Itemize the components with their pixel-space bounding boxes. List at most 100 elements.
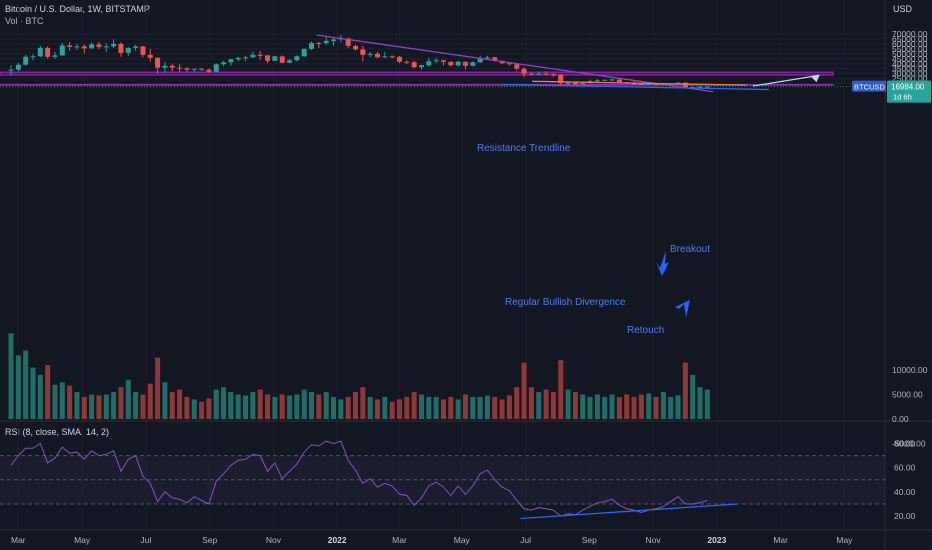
candle-body	[345, 38, 351, 46]
resistance-zone	[0, 71, 834, 76]
volume-bar	[323, 392, 329, 419]
candle-body	[228, 59, 234, 63]
candle-body	[221, 62, 227, 65]
volume-bar	[89, 394, 95, 419]
volume-bar	[506, 395, 512, 419]
volume-bar	[528, 387, 534, 419]
resistance-trendline	[316, 34, 714, 93]
volume-bar	[514, 387, 520, 419]
volume-bar	[235, 394, 241, 419]
volume-bar	[558, 360, 564, 419]
volume-bar	[389, 401, 395, 419]
candle-body	[492, 57, 498, 61]
divergence-label: Regular Bullish Divergence	[505, 297, 626, 308]
time-tick-label: Sep	[582, 535, 597, 545]
volume-bar	[177, 389, 183, 419]
time-tick-label: Mar	[392, 535, 407, 545]
volume-bar	[294, 394, 300, 419]
candle-body	[111, 43, 117, 47]
price-tick-label: 65000.00	[892, 34, 928, 44]
volume-bar	[521, 362, 527, 419]
price-badge-countdown: 1d 6h	[893, 93, 912, 102]
candle-body	[704, 86, 710, 88]
candle-body	[455, 61, 461, 66]
rsi-divergence-line	[520, 503, 738, 520]
volume-bar	[418, 394, 424, 419]
candle-body	[59, 45, 65, 56]
candle-body	[301, 48, 307, 57]
volume-bar	[103, 394, 109, 419]
volume-bar	[704, 389, 710, 419]
volume-bar	[492, 396, 498, 419]
breakout-arrow	[656, 251, 669, 276]
volume-bar	[301, 389, 307, 419]
candle-body	[646, 84, 652, 86]
volume-bar	[345, 396, 351, 419]
volume-title: Vol · BTC	[5, 16, 44, 26]
candle-body	[67, 45, 73, 47]
volume-bar	[331, 396, 337, 419]
volume-bar	[360, 387, 366, 419]
volume-bar	[155, 357, 161, 419]
candle-body	[15, 64, 21, 70]
candle-body	[572, 82, 578, 85]
volume-bar	[228, 392, 234, 419]
candle-body	[389, 56, 395, 58]
candle-body	[103, 46, 109, 48]
time-tick-label: Jul	[140, 535, 151, 545]
volume-bar	[45, 365, 51, 419]
candle-body	[514, 64, 520, 69]
currency-label: USD	[893, 4, 913, 14]
volume-bar	[111, 392, 117, 419]
time-tick-label: Sep	[202, 535, 217, 545]
candle-body	[697, 86, 703, 88]
candle-body	[609, 79, 615, 81]
candle-body	[426, 61, 432, 66]
candle-body	[616, 79, 622, 83]
volume-bar	[470, 396, 476, 419]
volume-bar	[367, 396, 373, 419]
volume-bar	[250, 392, 256, 419]
price-tick-label: 35000.00	[892, 64, 928, 74]
candle-body	[353, 45, 359, 50]
volume-bar	[440, 399, 446, 419]
candle-body	[653, 84, 659, 86]
price-badge	[887, 80, 931, 103]
volume-bar	[191, 399, 197, 419]
time-tick-label: Mar	[11, 535, 26, 545]
rsi-tick-label: 40.00	[894, 487, 916, 497]
time-tick-label: May	[454, 535, 471, 545]
candle-body	[675, 82, 681, 84]
volume-bar	[426, 396, 432, 419]
divergence-price-line	[502, 83, 769, 91]
candle-body	[631, 83, 637, 85]
volume-tick-label: 0.00	[892, 414, 909, 424]
candle-body	[250, 54, 256, 58]
price-tick-label: 45000.00	[892, 54, 928, 64]
volume-bar	[162, 382, 168, 419]
ticker-badge	[852, 80, 886, 92]
volume-bar	[265, 394, 271, 419]
volume-bar	[543, 389, 549, 419]
candle-body	[279, 56, 285, 63]
time-tick-label: Nov	[266, 535, 282, 545]
volume-bar	[213, 389, 219, 419]
price-tick-label: 55000.00	[892, 44, 928, 54]
time-tick-label: 2022	[328, 535, 347, 545]
candle-body	[294, 56, 300, 61]
candle-body	[536, 73, 542, 75]
volume-tick-label: 10000.00	[892, 365, 928, 375]
candle-body	[140, 46, 146, 55]
symbol-title: Bitcoin / U.S. Dollar, 1W, BITSTAMP	[5, 4, 150, 14]
volume-bar	[690, 374, 696, 419]
rsi-tick-label: 20.00	[894, 511, 916, 521]
volume-bar	[118, 387, 124, 419]
volume-bar	[353, 392, 359, 419]
candle-body	[440, 60, 446, 62]
volume-bar	[697, 387, 703, 419]
candle-body	[367, 53, 373, 55]
volume-bar	[59, 382, 65, 419]
ticker-badge-text: BTCUSD	[854, 83, 885, 92]
candle-body	[375, 53, 380, 58]
